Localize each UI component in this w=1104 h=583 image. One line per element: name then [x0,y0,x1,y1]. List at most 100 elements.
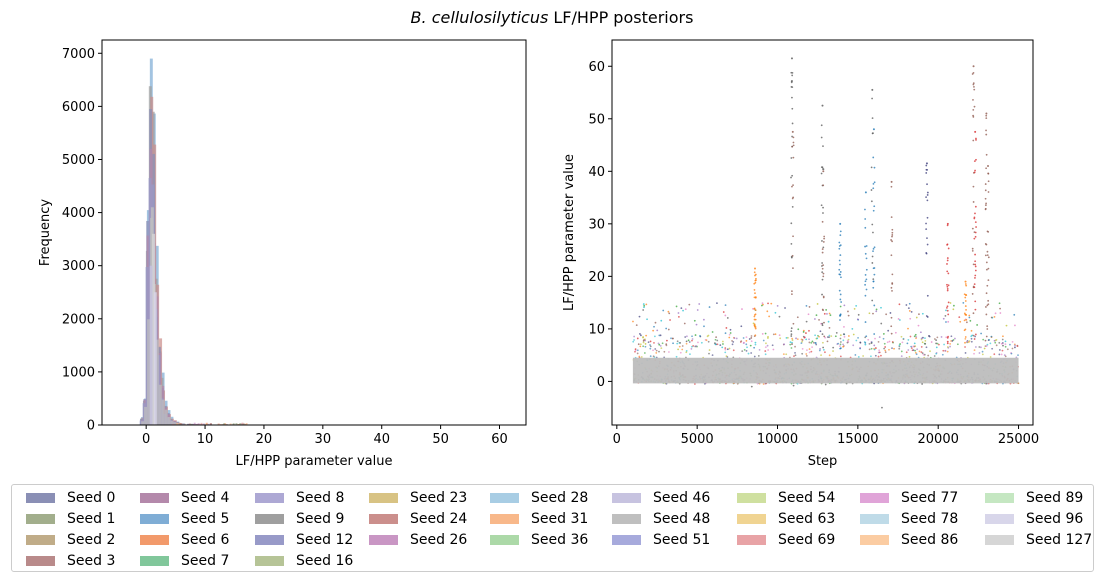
legend-item: Seed 6 [140,530,229,550]
legend-item: Seed 86 [860,530,958,550]
histogram-panel: 0 10 20 30 40 50 60 0 1000 2000 3000 4000 5000 6000 70… [38,39,527,469]
legend-label: Seed 16 [296,553,354,569]
legend-swatch [985,493,1014,503]
histogram-bar [232,423,235,425]
legend-swatch [490,493,519,503]
histogram-bar [141,421,145,425]
y-tick-label: 0 [87,419,95,434]
legend-label: Seed 6 [181,532,230,548]
legend-item: Seed 24 [369,509,467,529]
legend-label: Seed 89 [1026,490,1084,506]
legend-item: Seed 127 [985,530,1092,550]
histogram-bar [202,423,205,425]
histogram-bar [241,422,244,425]
legend-item: Seed 5 [140,509,229,529]
histogram-bar [155,339,159,425]
legend-swatch [369,535,398,545]
histogram-bar [149,265,153,425]
legend-label: Seed 2 [67,532,116,548]
legend-swatch [140,514,169,524]
legend-swatch [255,514,284,524]
figure-title-rest: LF/HPP posteriors [548,8,694,27]
legend-swatch [255,556,284,566]
legend-item: Seed 1 [26,509,115,529]
histogram-bar [158,384,162,425]
histogram-bar [188,423,191,425]
histogram-bar [224,423,227,425]
legend-item: Seed 16 [255,551,353,571]
legend-item: Seed 9 [255,509,344,529]
y-tick-label: 5000 [62,153,95,168]
histogram-bar [145,267,149,425]
x-axis-label: LF/HPP parameter value [236,454,393,469]
legend-swatch [860,493,889,503]
histogram-bar [180,423,183,425]
legend-item: Seed 63 [737,509,835,529]
histogram-bar [167,417,171,425]
legend-label: Seed 23 [410,490,468,506]
legend-item: Seed 28 [490,488,588,508]
figure-title-italic: B. cellulosilyticus [410,8,549,27]
legend-label: Seed 12 [296,532,354,548]
legend-swatch [26,493,55,503]
legend-swatch [26,556,55,566]
histogram-bar [139,420,143,425]
histogram-bar [217,423,220,425]
histogram-bar [172,423,175,425]
histogram-bar [235,423,238,425]
legend-item: Seed 46 [612,488,710,508]
histogram-bar [239,423,242,425]
legend-swatch [140,556,169,566]
histogram-bar [200,423,203,425]
legend-item: Seed 26 [369,530,467,550]
legend-label: Seed 96 [1026,511,1084,527]
legend-swatch [140,493,169,503]
legend-item: Seed 36 [490,530,588,550]
histogram-bar [197,423,200,425]
legend-swatch [860,535,889,545]
figure-title: B. cellulosilyticus LF/HPP posteriors [0,8,1104,27]
histogram-bar [170,420,174,425]
legend-swatch [369,514,398,524]
legend-label: Seed 7 [181,553,230,569]
legend-label: Seed 3 [67,553,116,569]
y-axis-label: Frequency [38,199,53,266]
x-tick-label: 10 [197,432,214,447]
legend-item: Seed 96 [985,509,1083,529]
legend-item: Seed 4 [140,488,229,508]
legend-label: Seed 54 [778,490,836,506]
legend-item: Seed 12 [255,530,353,550]
legend-swatch [490,514,519,524]
legend-label: Seed 8 [296,490,345,506]
histogram-bar [144,406,148,425]
legend-label: Seed 5 [181,511,230,527]
legend-label: Seed 86 [901,532,959,548]
legend-label: Seed 36 [531,532,589,548]
legend-swatch [737,535,766,545]
legend-swatch [140,535,169,545]
legend-item: Seed 89 [985,488,1083,508]
legend-item: Seed 54 [737,488,835,508]
histogram-bars [139,58,248,426]
x-tick-label: 40 [373,432,390,447]
legend-item: Seed 2 [26,530,115,550]
legend-swatch [255,535,284,545]
histogram-bar [161,399,165,425]
legend-label: Seed 78 [901,511,959,527]
legend: Seed 0 Seed 1 Seed 2 Seed 3 Seed 4 Seed 5 Seed… [11,484,1094,572]
histogram-bar [196,423,199,425]
legend-swatch [490,535,519,545]
legend-swatch [985,535,1014,545]
legend-label: Seed 9 [296,511,345,527]
histogram-frame [101,39,527,426]
legend-label: Seed 0 [67,490,116,506]
legend-label: Seed 51 [653,532,711,548]
legend-swatch [860,514,889,524]
y-tick-label: 3000 [62,259,95,274]
legend-label: Seed 48 [653,511,711,527]
legend-swatch [369,493,398,503]
histogram-bar [147,319,150,425]
legend-label: Seed 28 [531,490,589,506]
legend-swatch [612,535,641,545]
x-tick-label: 30 [315,432,332,447]
